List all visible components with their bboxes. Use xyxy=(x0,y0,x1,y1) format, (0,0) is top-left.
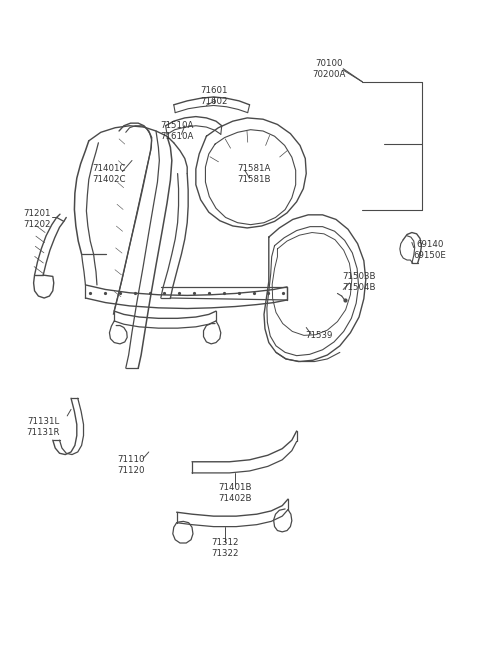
Text: 71539: 71539 xyxy=(305,331,333,340)
Text: 71312
71322: 71312 71322 xyxy=(211,538,239,558)
Text: 71601
71602: 71601 71602 xyxy=(200,86,228,106)
Text: 70100
70200A: 70100 70200A xyxy=(312,59,346,79)
Text: 71503B
71504B: 71503B 71504B xyxy=(342,272,376,291)
Text: 71401B
71402B: 71401B 71402B xyxy=(218,483,252,502)
Text: 69140
69150E: 69140 69150E xyxy=(413,240,446,260)
Text: 71201
71202: 71201 71202 xyxy=(24,210,51,229)
Text: 71581A
71581B: 71581A 71581B xyxy=(238,164,271,183)
Text: 71131L
71131R: 71131L 71131R xyxy=(26,417,60,437)
Text: 71510A
71610A: 71510A 71610A xyxy=(160,121,193,141)
Text: 71401C
71402C: 71401C 71402C xyxy=(93,164,126,183)
Text: 71110
71120: 71110 71120 xyxy=(117,455,144,475)
